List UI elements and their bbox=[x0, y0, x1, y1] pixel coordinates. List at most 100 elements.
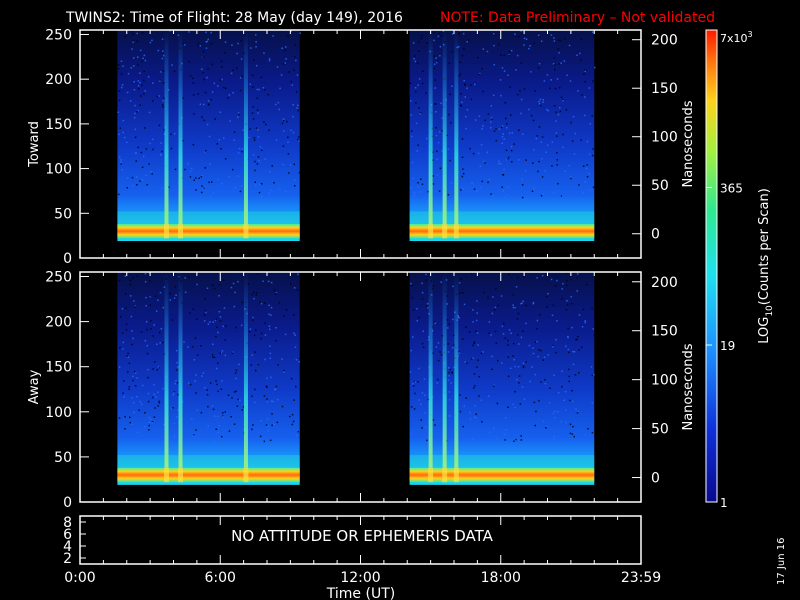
away-noise-speck bbox=[410, 282, 412, 285]
away-noise-speck bbox=[568, 375, 570, 378]
toward-peak-band bbox=[409, 224, 595, 239]
away-noise-speck bbox=[477, 344, 479, 346]
toward-noise-speck bbox=[523, 37, 526, 40]
toward-noise-speck bbox=[237, 112, 240, 114]
toward-noise-speck bbox=[433, 67, 435, 70]
toward-noise-speck bbox=[274, 103, 277, 106]
toward-noise-speck bbox=[284, 49, 286, 52]
toward-noise-speck bbox=[533, 187, 535, 190]
toward-noise-speck bbox=[425, 92, 427, 94]
away-noise-speck bbox=[562, 283, 564, 285]
away-noise-speck bbox=[207, 323, 210, 325]
toward-noise-speck bbox=[282, 163, 285, 166]
ephemeris-x-ticks bbox=[79, 516, 642, 564]
away-noise-speck bbox=[584, 320, 586, 322]
toward-noise-speck bbox=[230, 72, 233, 75]
toward-noise-speck bbox=[192, 77, 194, 80]
away-noise-speck bbox=[218, 295, 220, 297]
toward-noise-speck bbox=[467, 39, 470, 42]
away-noise-speck bbox=[564, 390, 567, 393]
toward-noise-speck bbox=[255, 46, 257, 48]
away-noise-speck bbox=[133, 300, 135, 302]
away-noise-speck bbox=[453, 366, 455, 369]
away-noise-speck bbox=[204, 387, 206, 389]
toward-noise-speck bbox=[126, 141, 128, 144]
toward-noise-speck bbox=[133, 65, 135, 67]
toward-noise-speck bbox=[143, 70, 145, 73]
away-noise-speck bbox=[154, 361, 156, 363]
toward-noise-speck bbox=[441, 150, 443, 152]
away-streak-core bbox=[453, 467, 459, 483]
away-noise-speck bbox=[587, 428, 589, 430]
toward-noise-speck bbox=[197, 45, 200, 47]
toward-noise-speck bbox=[120, 163, 122, 165]
away-noise-speck bbox=[507, 406, 509, 408]
away-noise-speck bbox=[521, 302, 523, 304]
toward-noise-speck bbox=[448, 62, 451, 64]
toward-noise-speck bbox=[297, 136, 300, 138]
away-noise-speck bbox=[206, 389, 208, 391]
away-noise-speck bbox=[473, 387, 475, 389]
away-noise-speck bbox=[283, 314, 285, 317]
away-noise-speck bbox=[470, 358, 473, 360]
toward-noise-speck bbox=[418, 40, 420, 43]
away-noise-speck bbox=[294, 346, 297, 348]
toward-noise-speck bbox=[555, 132, 558, 134]
toward-noise-speck bbox=[551, 141, 554, 143]
away-noise-speck bbox=[222, 325, 224, 328]
toward-noise-speck bbox=[413, 192, 416, 194]
away-noise-speck bbox=[233, 305, 236, 308]
toward-ytick-label: 50 bbox=[54, 206, 72, 222]
toward-noise-speck bbox=[503, 70, 506, 72]
toward-noise-speck bbox=[432, 159, 434, 161]
toward-noise-speck bbox=[458, 33, 460, 35]
toward-noise-speck bbox=[297, 138, 299, 141]
away-noise-speck bbox=[269, 328, 271, 331]
away-noise-speck bbox=[270, 400, 273, 402]
away-noise-speck bbox=[132, 277, 134, 279]
toward-noise-speck bbox=[203, 78, 205, 81]
toward-noise-speck bbox=[583, 73, 585, 75]
away-noise-speck bbox=[525, 322, 527, 325]
toward-noise-speck bbox=[296, 74, 299, 76]
away-noise-speck bbox=[128, 386, 131, 388]
toward-noise-speck bbox=[482, 125, 484, 127]
toward-noise-speck bbox=[211, 91, 214, 93]
away-noise-speck bbox=[255, 292, 258, 294]
away-noise-speck bbox=[553, 374, 555, 376]
toward-noise-speck bbox=[451, 50, 454, 53]
away-noise-speck bbox=[513, 440, 515, 442]
away-noise-speck bbox=[252, 424, 254, 426]
away-noise-speck bbox=[434, 424, 436, 426]
away-noise-speck bbox=[129, 416, 131, 418]
toward-noise-speck bbox=[451, 33, 454, 35]
toward-noise-speck bbox=[557, 48, 560, 50]
away-noise-speck bbox=[476, 312, 478, 314]
toward-noise-speck bbox=[177, 34, 180, 37]
toward-noise-speck bbox=[259, 183, 261, 186]
toward-noise-speck bbox=[211, 181, 213, 183]
toward-noise-speck bbox=[558, 52, 560, 54]
toward-noise-speck bbox=[568, 44, 571, 47]
toward-noise-speck bbox=[427, 190, 429, 193]
away-noise-speck bbox=[122, 348, 124, 350]
toward-noise-speck bbox=[182, 42, 185, 45]
toward-noise-speck bbox=[131, 184, 134, 187]
away-noise-speck bbox=[592, 328, 594, 330]
toward-noise-speck bbox=[594, 54, 596, 57]
away-noise-speck bbox=[131, 423, 134, 425]
away-noise-speck bbox=[263, 302, 266, 304]
toward-noise-speck bbox=[471, 182, 473, 184]
toward-noise-speck bbox=[147, 76, 150, 78]
toward-noise-speck bbox=[162, 70, 165, 72]
toward-noise-speck bbox=[583, 165, 585, 167]
toward-noise-speck bbox=[506, 158, 509, 161]
away-noise-speck bbox=[473, 341, 476, 344]
toward-noise-speck bbox=[224, 52, 226, 54]
toward-noise-speck bbox=[594, 66, 596, 69]
away-noise-speck bbox=[212, 408, 215, 411]
toward-noise-speck bbox=[554, 64, 556, 66]
toward-noise-speck bbox=[297, 109, 300, 112]
toward-noise-speck bbox=[576, 54, 578, 56]
toward-noise-speck bbox=[210, 99, 212, 101]
